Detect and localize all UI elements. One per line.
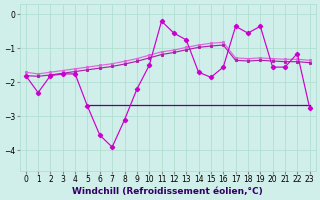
X-axis label: Windchill (Refroidissement éolien,°C): Windchill (Refroidissement éolien,°C) — [72, 187, 263, 196]
